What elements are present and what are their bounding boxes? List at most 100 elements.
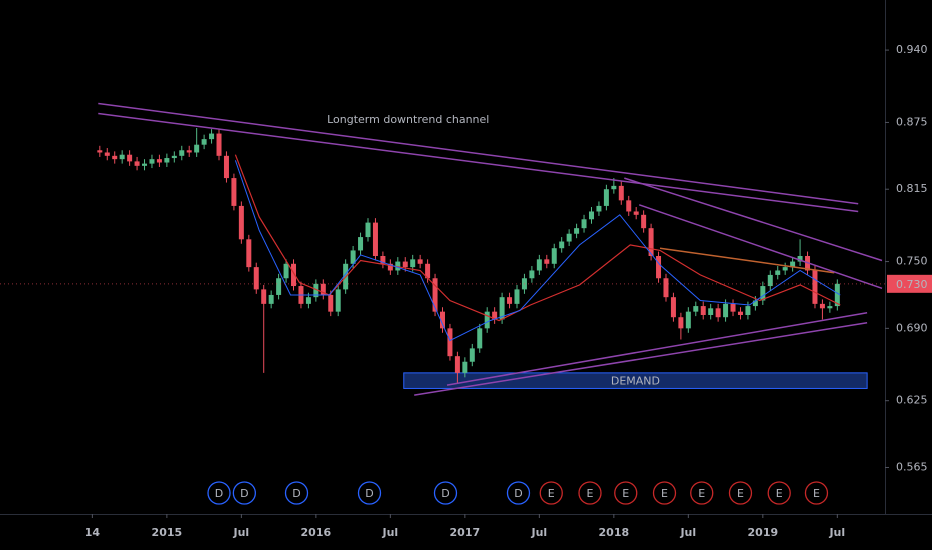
candle-body (685, 311, 691, 329)
candle-body (372, 222, 378, 256)
candle-body (656, 256, 662, 279)
candle-body (440, 311, 445, 329)
x-tick-label: Jul (530, 526, 547, 539)
candle-body (700, 306, 706, 315)
candle-body (164, 158, 170, 163)
candle-body (819, 303, 825, 309)
candle-body (402, 261, 408, 268)
event-label: E (622, 487, 629, 500)
candle-body (477, 328, 483, 349)
candle-body (253, 267, 259, 290)
candle-body (119, 154, 125, 160)
candle-body (745, 306, 751, 315)
candle-body (514, 289, 520, 304)
candle-body (209, 133, 215, 140)
candle-body (268, 294, 274, 304)
event-label: D (240, 487, 248, 500)
candle-body (283, 263, 289, 279)
event-marker (506, 481, 531, 505)
event-label: D (441, 487, 449, 500)
line (446, 312, 868, 386)
x-tick-label: Jul (382, 526, 399, 539)
event-label: E (548, 487, 555, 500)
candle-body (678, 317, 684, 329)
candle-body (626, 200, 632, 212)
candle-body (432, 278, 438, 312)
event-marker (232, 481, 256, 505)
last-price-box (887, 274, 932, 293)
candle-body (276, 278, 282, 295)
candle-body (581, 219, 587, 229)
candle-body (574, 228, 580, 234)
candle-body (775, 270, 781, 275)
candle-body (179, 150, 185, 156)
event-label: D (215, 487, 223, 500)
candle-body (156, 159, 162, 163)
candle-body (395, 261, 401, 271)
annotation: Longterm downtrend channel (327, 113, 489, 126)
candle-body (566, 233, 572, 242)
y-tick-label: 0.565 (896, 460, 928, 473)
candle-body (171, 155, 177, 159)
candle-body (767, 274, 773, 287)
candle-body (410, 259, 416, 268)
candle-body (223, 155, 229, 179)
event-label: E (813, 487, 820, 500)
y-tick-label: 0.625 (896, 394, 928, 407)
y-tick-label: 0.875 (896, 115, 928, 128)
event-marker (578, 481, 602, 505)
candle-body (834, 283, 840, 307)
candle-body (782, 267, 788, 271)
x-tick-label: 2015 (152, 526, 183, 539)
candle-body (231, 178, 237, 206)
y-tick-label: 0.940 (896, 43, 928, 56)
candle-body (544, 259, 550, 264)
candle-body (730, 303, 736, 312)
zone-label: DEMAND (611, 375, 660, 388)
candle-body (812, 270, 818, 304)
event-label: D (292, 487, 300, 500)
event-label: E (661, 487, 668, 500)
candle-body (216, 133, 222, 156)
event-marker (357, 481, 382, 505)
candle-body (752, 300, 758, 307)
candle-body (469, 348, 475, 362)
candle-body (790, 261, 796, 268)
x-tick-label: Jul (679, 526, 696, 539)
candle-body (261, 289, 267, 304)
candle-body (723, 303, 729, 318)
x-tick-label: 2019 (748, 526, 779, 539)
candle-body (104, 152, 110, 156)
candle-body (447, 328, 453, 357)
candle-body (201, 139, 207, 145)
candle-body (693, 306, 699, 312)
candle-body (708, 308, 714, 315)
candle-body (529, 270, 535, 279)
candle-body (194, 144, 200, 153)
y-tick-label: 0.815 (896, 182, 928, 195)
event-marker (690, 481, 714, 505)
line (234, 160, 841, 342)
candle-body (142, 163, 148, 166)
event-label: D (514, 487, 522, 500)
candle-body (328, 294, 334, 312)
candle-body (134, 161, 140, 166)
zone (403, 372, 868, 389)
x-tick-label: 14 (85, 526, 101, 539)
candle-body (603, 189, 609, 206)
event-marker (614, 481, 638, 505)
candle-body (797, 256, 803, 262)
candle-body (648, 228, 654, 256)
y-tick-label: 0.690 (896, 321, 928, 334)
candle-body (127, 154, 133, 162)
event-marker (539, 481, 563, 505)
candle-body (417, 259, 423, 264)
candle-body (305, 297, 311, 304)
candle-body (499, 297, 505, 320)
line (624, 177, 883, 262)
event-marker (804, 481, 829, 505)
event-label: E (587, 487, 594, 500)
candle-body (536, 259, 542, 271)
candle-body (551, 248, 557, 264)
